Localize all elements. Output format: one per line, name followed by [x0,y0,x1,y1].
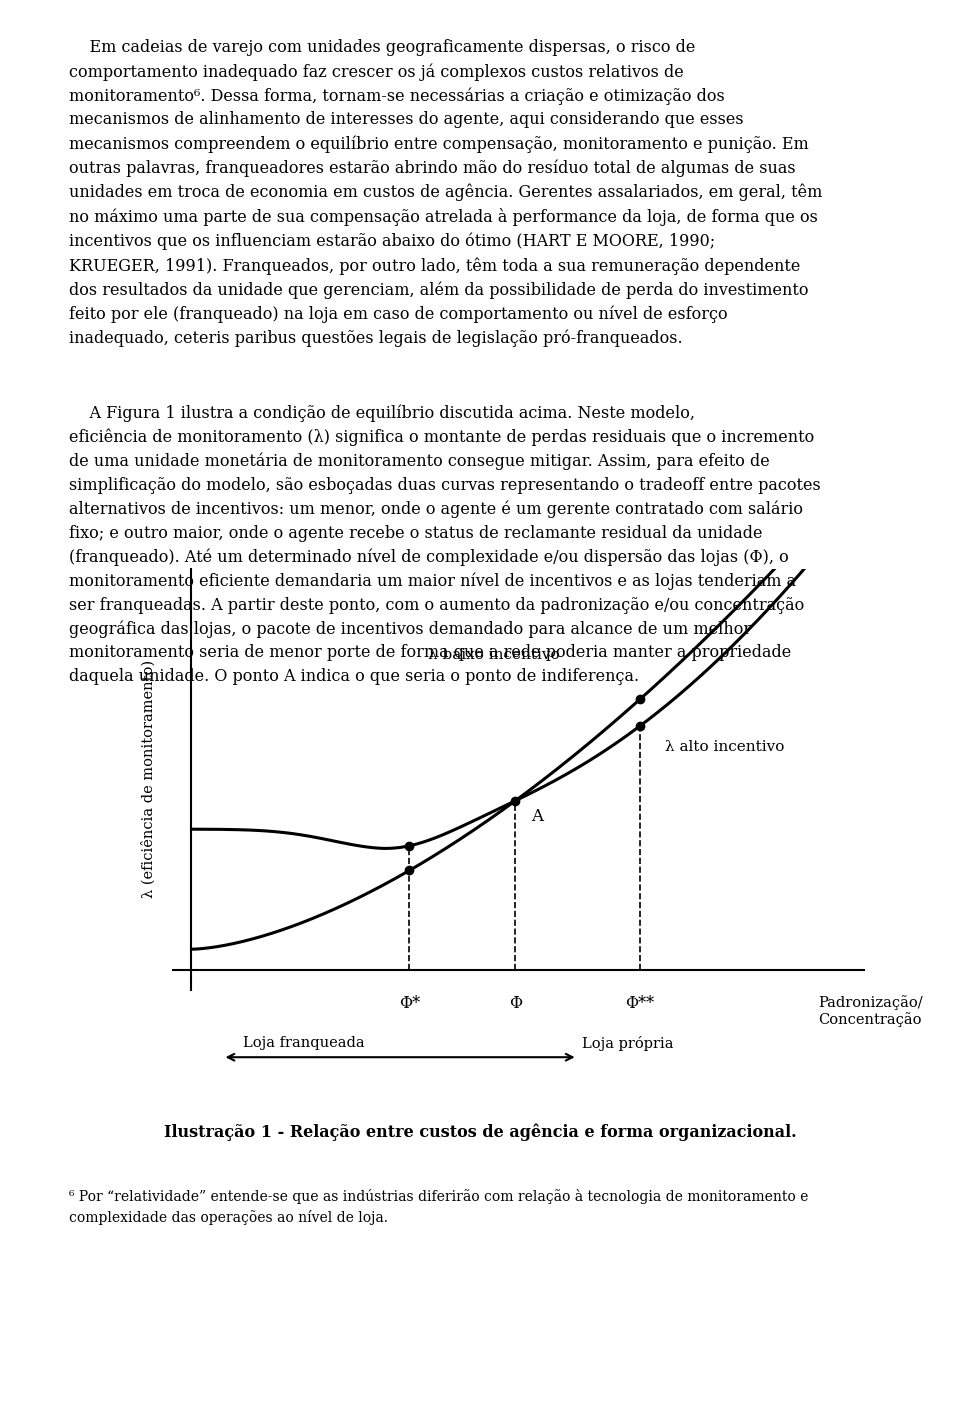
Text: A: A [531,809,542,826]
Text: λ (eficiência de monitoramento): λ (eficiência de monitoramento) [142,660,156,899]
Text: Em cadeias de varejo com unidades geograficamente dispersas, o risco de
comporta: Em cadeias de varejo com unidades geogra… [69,39,823,347]
Text: λ baixo incentivo: λ baixo incentivo [428,647,560,661]
Text: Ilustração 1 - Relação entre custos de agência e forma organizacional.: Ilustração 1 - Relação entre custos de a… [164,1123,796,1140]
Text: Loja franqueada: Loja franqueada [243,1036,365,1050]
Text: A Figura 1 ilustra a condição de equilíbrio discutida acima. Neste modelo,
efici: A Figura 1 ilustra a condição de equilíb… [69,404,821,685]
Text: Φ: Φ [509,994,522,1012]
Text: λ alto incentivo: λ alto incentivo [664,740,784,754]
Text: ⁶ Por “relatividade” entende-se que as indústrias diferirão com relação à tecnol: ⁶ Por “relatividade” entende-se que as i… [69,1189,808,1226]
Text: Loja própria: Loja própria [582,1036,673,1052]
Text: Φ*: Φ* [398,994,420,1012]
Text: Φ**: Φ** [625,994,655,1012]
Text: Padronização/
Concentração: Padronização/ Concentração [818,994,923,1026]
